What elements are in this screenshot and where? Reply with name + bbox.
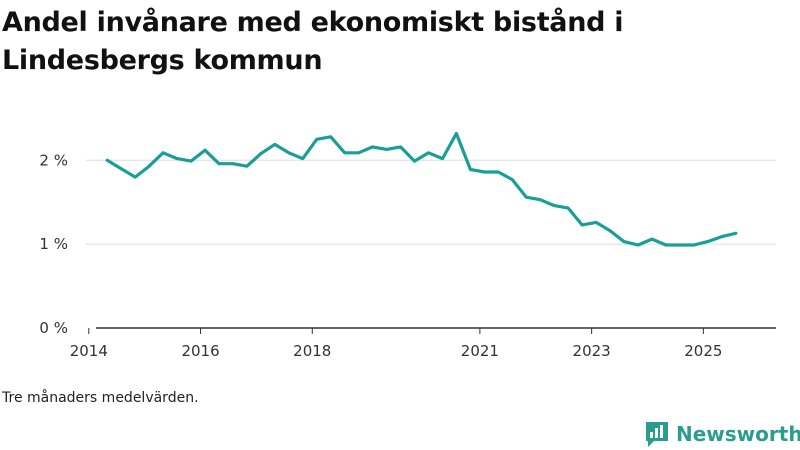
- data-point: [371, 145, 375, 149]
- data-point: [287, 151, 291, 155]
- data-point: [427, 151, 430, 155]
- data-point: [315, 137, 319, 141]
- chart-caption: Tre månaders medelvärden.: [2, 390, 199, 406]
- data-point: [357, 151, 361, 155]
- y-tick-label: 2 %: [39, 151, 68, 169]
- data-point: [636, 243, 640, 247]
- data-point: [441, 157, 444, 161]
- data-point: [161, 151, 165, 155]
- data-point: [734, 231, 738, 235]
- data-point: [259, 152, 263, 156]
- data-point: [678, 243, 682, 247]
- data-point: [231, 162, 235, 166]
- data-point: [147, 164, 151, 168]
- data-point: [720, 235, 724, 239]
- data-point: [468, 168, 472, 171]
- data-point: [301, 157, 305, 161]
- newsworthy-logo-icon: [646, 422, 668, 447]
- data-point: [385, 148, 388, 151]
- data-point: [217, 162, 221, 166]
- gridlines: [86, 159, 776, 245]
- data-point: [692, 243, 696, 247]
- data-point: [105, 158, 109, 162]
- data-point: [594, 220, 598, 224]
- data-point: [622, 240, 626, 244]
- x-tick-label: 2023: [573, 342, 611, 360]
- brand-name: Newsworthy: [676, 422, 800, 446]
- x-tick-label: 2021: [461, 342, 499, 360]
- data-point: [189, 159, 193, 163]
- data-point: [552, 204, 556, 207]
- y-axis-labels: 0 % 1 % 2 %: [39, 151, 68, 337]
- data-point: [343, 151, 347, 155]
- data-point: [245, 164, 249, 168]
- data-point: [273, 142, 277, 146]
- data-point: [566, 206, 570, 210]
- data-point: [203, 148, 207, 152]
- data-point: [119, 167, 123, 171]
- data-point: [524, 195, 528, 199]
- data-point: [455, 132, 458, 135]
- x-tick-label: 2016: [181, 342, 219, 360]
- data-point: [175, 157, 179, 161]
- brand-logo[interactable]: Newsworthy: [644, 419, 800, 449]
- data-point: [413, 159, 416, 163]
- data-point: [664, 243, 668, 247]
- y-tick-label: 1 %: [39, 235, 68, 253]
- data-point: [329, 135, 333, 139]
- data-point: [650, 237, 654, 241]
- data-point: [538, 198, 542, 202]
- data-point: [608, 229, 612, 233]
- x-tick-label: 2025: [684, 342, 722, 360]
- series-line-0: [105, 131, 738, 247]
- chart-title: Andel invånare med ekonomiskt bistånd i …: [2, 7, 624, 76]
- data-point: [580, 223, 584, 227]
- data-point: [510, 178, 514, 181]
- data-point: [496, 170, 500, 174]
- x-tick-label: 2014: [70, 342, 108, 360]
- y-tick-label: 0 %: [39, 319, 68, 337]
- data-point: [482, 170, 486, 174]
- x-axis: 2014 2016 2018 2021 2023 2025: [70, 327, 776, 360]
- data-point: [706, 240, 710, 244]
- data-point: [399, 145, 402, 149]
- x-tick-label: 2018: [293, 342, 331, 360]
- series-layer: [105, 131, 738, 247]
- data-point: [133, 175, 137, 179]
